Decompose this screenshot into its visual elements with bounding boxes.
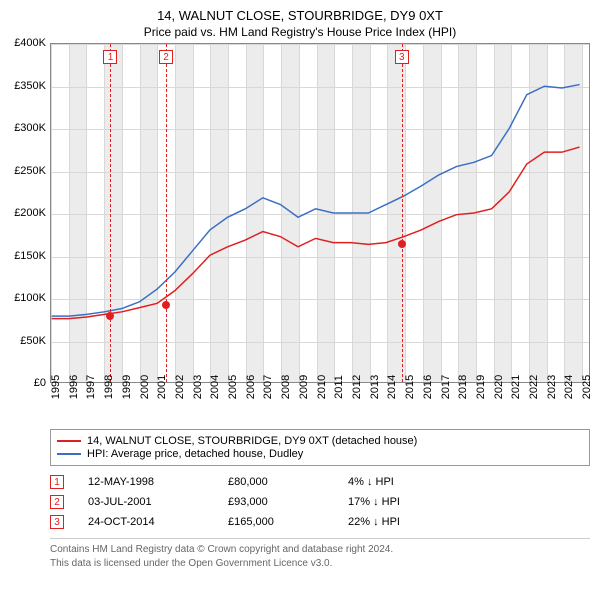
x-tick-label: 1995 [50, 375, 62, 399]
x-tick-label: 1999 [121, 375, 133, 399]
x-tick-label: 2025 [581, 375, 593, 399]
legend-label: 14, WALNUT CLOSE, STOURBRIDGE, DY9 0XT (… [87, 435, 417, 447]
event-marker [398, 240, 406, 248]
x-tick-label: 2016 [422, 375, 434, 399]
plot-area: 1 2 3 [50, 43, 590, 383]
x-tick-label: 2012 [351, 375, 363, 399]
event-badge: 3 [395, 50, 409, 64]
series-line-property [52, 147, 580, 319]
footer-line: This data is licensed under the Open Gov… [50, 557, 590, 571]
chart-lines [51, 44, 589, 382]
x-tick-label: 2008 [280, 375, 292, 399]
x-tick-label: 2009 [298, 375, 310, 399]
event-badge-small: 1 [50, 475, 64, 489]
y-tick-label: £400K [14, 37, 46, 49]
y-tick-label: £250K [14, 165, 46, 177]
legend: 14, WALNUT CLOSE, STOURBRIDGE, DY9 0XT (… [50, 429, 590, 466]
x-tick-label: 2005 [227, 375, 239, 399]
y-tick-label: £350K [14, 80, 46, 92]
x-tick-label: 2022 [528, 375, 540, 399]
event-date: 12-MAY-1998 [88, 476, 228, 488]
event-badge: 2 [159, 50, 173, 64]
y-tick-label: £150K [14, 250, 46, 262]
x-tick-label: 2021 [510, 375, 522, 399]
x-tick-label: 2006 [245, 375, 257, 399]
y-tick-label: £0 [34, 377, 46, 389]
x-tick-label: 2017 [440, 375, 452, 399]
y-tick-label: £300K [14, 122, 46, 134]
table-row: 3 24-OCT-2014£165,00022% ↓ HPI [50, 512, 590, 532]
x-tick-label: 2004 [209, 375, 221, 399]
event-price: £165,000 [228, 516, 348, 528]
x-tick-label: 2007 [262, 375, 274, 399]
x-tick-label: 2001 [156, 375, 168, 399]
event-badge-small: 3 [50, 515, 64, 529]
x-tick-label: 1996 [68, 375, 80, 399]
table-row: 1 12-MAY-1998£80,0004% ↓ HPI [50, 472, 590, 492]
event-price: £93,000 [228, 496, 348, 508]
x-axis-labels: 1995199619971998199920002001200220032004… [50, 383, 590, 423]
chart: £0£50K£100K£150K£200K£250K£300K£350K£400… [6, 43, 594, 423]
legend-swatch [57, 440, 81, 442]
x-tick-label: 2015 [404, 375, 416, 399]
event-date: 03-JUL-2001 [88, 496, 228, 508]
x-tick-label: 2013 [369, 375, 381, 399]
event-line [110, 44, 111, 382]
page-title: 14, WALNUT CLOSE, STOURBRIDGE, DY9 0XT [6, 8, 594, 23]
event-date: 24-OCT-2014 [88, 516, 228, 528]
x-tick-label: 2003 [192, 375, 204, 399]
y-tick-label: £200K [14, 207, 46, 219]
event-marker [106, 312, 114, 320]
legend-label: HPI: Average price, detached house, Dudl… [87, 448, 303, 460]
event-delta: 4% ↓ HPI [348, 476, 468, 488]
y-tick-label: £50K [20, 335, 46, 347]
events-table: 1 12-MAY-1998£80,0004% ↓ HPI 2 03-JUL-2001£… [50, 472, 590, 532]
footer: Contains HM Land Registry data © Crown c… [50, 538, 590, 570]
legend-row: HPI: Average price, detached house, Dudl… [57, 448, 583, 460]
footer-line: Contains HM Land Registry data © Crown c… [50, 543, 590, 557]
event-badge-small: 2 [50, 495, 64, 509]
x-tick-label: 1997 [85, 375, 97, 399]
event-line [402, 44, 403, 382]
event-line [166, 44, 167, 382]
page-subtitle: Price paid vs. HM Land Registry's House … [6, 25, 594, 39]
x-tick-label: 2023 [546, 375, 558, 399]
x-tick-label: 2024 [563, 375, 575, 399]
event-marker [162, 301, 170, 309]
x-tick-label: 2002 [174, 375, 186, 399]
y-tick-label: £100K [14, 292, 46, 304]
x-tick-label: 2014 [386, 375, 398, 399]
table-row: 2 03-JUL-2001£93,00017% ↓ HPI [50, 492, 590, 512]
y-axis-labels: £0£50K£100K£150K£200K£250K£300K£350K£400… [6, 43, 50, 383]
event-delta: 17% ↓ HPI [348, 496, 468, 508]
x-tick-label: 1998 [103, 375, 115, 399]
event-badge: 1 [103, 50, 117, 64]
x-tick-label: 2020 [493, 375, 505, 399]
legend-row: 14, WALNUT CLOSE, STOURBRIDGE, DY9 0XT (… [57, 435, 583, 447]
event-delta: 22% ↓ HPI [348, 516, 468, 528]
x-tick-label: 2019 [475, 375, 487, 399]
x-tick-label: 2000 [139, 375, 151, 399]
legend-swatch [57, 453, 81, 455]
x-tick-label: 2011 [333, 375, 345, 399]
event-price: £80,000 [228, 476, 348, 488]
x-tick-label: 2010 [316, 375, 328, 399]
x-tick-label: 2018 [457, 375, 469, 399]
